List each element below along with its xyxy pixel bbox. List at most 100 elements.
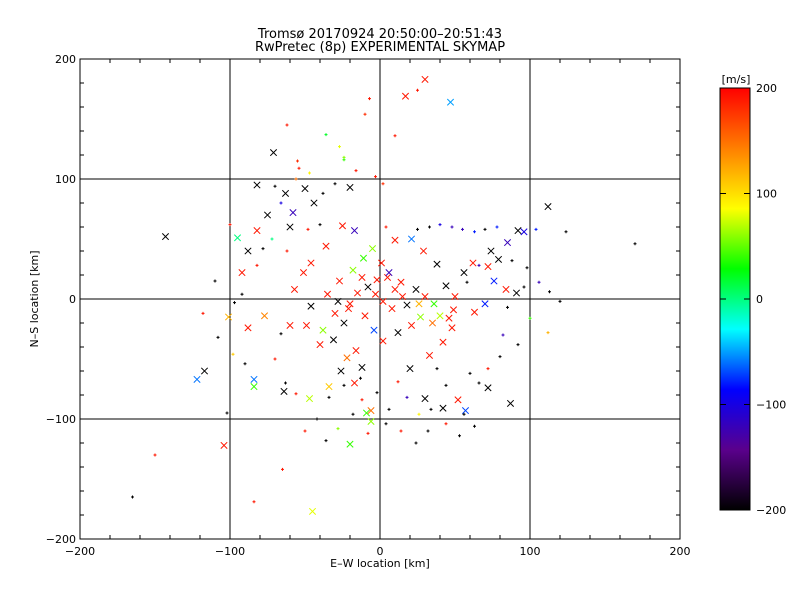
- data-point-plus-marker: [366, 431, 370, 435]
- data-point-x-marker: [329, 336, 338, 344]
- data-point-x-marker: [373, 276, 381, 284]
- data-point-x-marker: [377, 259, 386, 267]
- data-point-x-marker: [343, 354, 351, 362]
- data-point-plus-marker: [506, 305, 509, 309]
- data-point-x-marker: [322, 242, 330, 250]
- data-point-x-marker: [419, 247, 428, 255]
- data-point-plus-marker: [284, 381, 287, 385]
- data-point-plus-marker: [131, 495, 134, 499]
- data-point-plus-marker: [510, 259, 514, 263]
- data-point-plus-marker: [273, 357, 277, 361]
- data-point-x-marker: [193, 375, 201, 383]
- data-point-x-marker: [416, 313, 425, 321]
- data-point-x-marker: [290, 285, 299, 293]
- chart-title: Tromsø 20170924 20:50:00–20:51:43: [257, 27, 502, 42]
- data-point-plus-marker: [633, 242, 637, 246]
- data-point-plus-marker: [495, 225, 499, 229]
- data-point-x-marker: [224, 313, 233, 321]
- data-point-x-marker: [299, 269, 308, 277]
- data-point-x-marker: [406, 365, 414, 373]
- data-point-x-marker: [370, 326, 378, 334]
- data-point-plus-marker: [324, 133, 328, 137]
- data-point-plus-marker: [201, 311, 205, 315]
- data-point-plus-marker: [468, 371, 472, 375]
- data-point-plus-marker: [213, 279, 217, 283]
- data-point-plus-marker: [303, 429, 307, 433]
- data-point-plus-marker: [416, 227, 419, 231]
- data-point-x-marker: [503, 239, 512, 247]
- y-tick-label: 100: [55, 173, 76, 186]
- data-point-x-marker: [323, 290, 332, 298]
- data-point-x-marker: [364, 283, 372, 291]
- data-point-x-marker: [449, 306, 458, 314]
- data-point-plus-marker: [525, 266, 529, 270]
- data-point-plus-marker: [279, 201, 283, 205]
- data-point-plus-marker: [444, 422, 448, 426]
- data-point-x-marker: [350, 227, 359, 235]
- data-point-x-marker: [337, 367, 345, 375]
- y-tick-label: −100: [46, 413, 76, 426]
- data-point-plus-marker: [435, 367, 439, 371]
- data-point-x-marker: [305, 395, 314, 403]
- data-point-x-marker: [281, 189, 290, 197]
- data-point-plus-marker: [321, 191, 325, 195]
- data-point-x-marker: [253, 181, 261, 189]
- data-point-x-marker: [319, 326, 327, 334]
- data-point-x-marker: [428, 319, 437, 327]
- data-point-x-marker: [371, 290, 380, 298]
- data-point-x-marker: [359, 254, 368, 262]
- data-point-plus-marker: [498, 355, 502, 359]
- x-tick-label: 0: [377, 545, 384, 558]
- data-point-x-marker: [421, 293, 429, 301]
- data-point-plus-marker: [327, 395, 331, 399]
- data-point-x-marker: [490, 277, 498, 285]
- colorbar-tick-label: −100: [756, 399, 786, 412]
- data-point-x-marker: [286, 223, 294, 231]
- data-point-x-marker: [397, 278, 405, 286]
- data-point-plus-marker: [231, 352, 235, 356]
- data-point-plus-marker: [281, 467, 284, 471]
- data-point-x-marker: [398, 293, 407, 301]
- x-axis-label: E–W location [km]: [330, 557, 430, 570]
- data-point-plus-marker: [416, 88, 419, 92]
- x-tick-label: 200: [670, 545, 691, 558]
- data-point-x-marker: [253, 227, 261, 235]
- data-point-x-marker: [454, 396, 462, 404]
- data-point-plus-marker: [384, 422, 388, 426]
- data-point-x-marker: [346, 440, 354, 448]
- data-point-plus-marker: [450, 225, 454, 229]
- x-tick-label: −200: [65, 545, 95, 558]
- data-point-x-marker: [200, 367, 209, 375]
- data-point-x-marker: [439, 404, 447, 412]
- data-point-plus-marker: [428, 225, 431, 229]
- data-point-plus-marker: [308, 171, 311, 175]
- data-point-x-marker: [412, 285, 420, 293]
- data-point-x-marker: [391, 285, 399, 293]
- data-point-x-marker: [353, 289, 362, 297]
- data-point-plus-marker: [255, 263, 259, 267]
- y-tick-label: 0: [69, 293, 76, 306]
- data-point-plus-marker: [270, 237, 274, 241]
- data-point-x-marker: [403, 301, 411, 309]
- data-point-x-marker: [331, 309, 339, 317]
- data-point-x-marker: [514, 227, 522, 235]
- data-point-x-marker: [344, 305, 353, 313]
- data-point-x-marker: [469, 259, 477, 267]
- data-point-plus-marker: [473, 230, 476, 234]
- data-point-x-marker: [302, 321, 311, 329]
- data-point-x-marker: [289, 209, 297, 217]
- data-point-x-marker: [394, 329, 402, 337]
- data-point-x-marker: [407, 321, 416, 329]
- colorbar-tick-label: 100: [756, 188, 777, 201]
- data-point-x-marker: [421, 75, 429, 83]
- data-point-x-marker: [307, 259, 315, 267]
- data-point-plus-marker: [342, 158, 346, 162]
- data-point-plus-marker: [360, 398, 364, 402]
- data-point-x-marker: [325, 383, 333, 391]
- data-point-x-marker: [460, 269, 468, 277]
- data-point-plus-marker: [426, 429, 430, 433]
- data-point-x-marker: [334, 297, 342, 305]
- data-point-plus-marker: [546, 331, 550, 335]
